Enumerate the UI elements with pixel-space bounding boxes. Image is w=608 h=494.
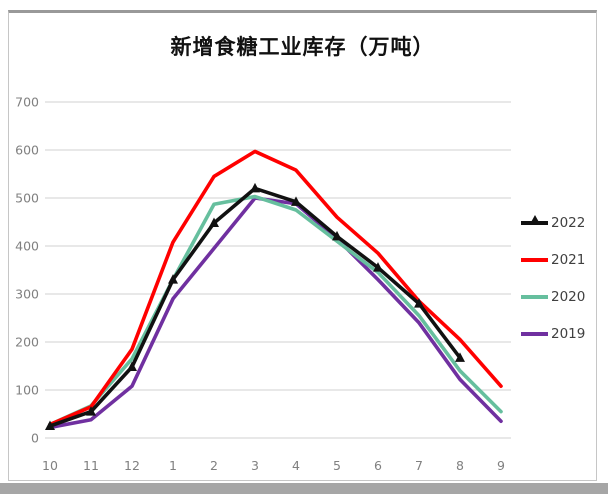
y-axis-tick-label: 600 [15,143,39,158]
x-axis-tick-label: 11 [83,458,99,473]
chart-frame: 新增食糖工业库存（万吨） 0 100 200 300 400 500 600 700 10 11 1… [8,10,597,481]
y-axis-tick-label: 100 [15,383,39,398]
legend-swatch-2020 [521,295,548,299]
marker-2022-month-8 [455,352,465,362]
x-axis-tick-label: 6 [374,458,382,473]
y-axis-tick-label: 400 [15,239,39,254]
x-axis-tick-label: 12 [124,458,140,473]
y-axis-tick-label: 0 [31,431,39,446]
marker-2022-month-12 [127,361,137,371]
marker-2022-month-5 [332,230,342,241]
series-line-2021 [48,149,503,427]
triangle-marker-icon [529,215,540,225]
series-line-2019 [48,196,503,430]
marker-2022-month-7 [414,298,424,308]
marker-2022-month-3 [250,182,260,193]
y-axis-tick-label: 500 [15,191,39,206]
marker-2022-month-11 [86,406,96,416]
x-axis-tick-label: 9 [497,458,505,473]
legend-label: 2021 [551,252,586,268]
y-axis-tick-label: 700 [15,95,39,110]
marker-2022-month-6 [373,262,383,272]
x-axis-tick-label: 1 [169,458,177,473]
marker-2022-month-10 [45,420,55,430]
y-axis-tick-label: 200 [15,335,39,350]
x-axis-tick-label: 5 [333,458,341,473]
x-axis-tick-label: 2 [210,458,218,473]
legend-swatch-2019 [521,332,548,336]
legend-item-2019: 2019 [521,324,585,344]
x-axis-tick-label: 8 [456,458,464,473]
legend-swatch-2022 [521,215,548,225]
chart-title: 新增食糖工业库存（万吨） [170,34,435,59]
legend-label: 2022 [551,215,586,231]
legend-item-2021: 2021 [521,250,585,270]
legend-label: 2019 [551,326,586,342]
legend-item-2022: 2022 [521,213,585,233]
x-axis-tick-label: 3 [251,458,259,473]
marker-2022-month-1 [168,274,178,284]
marker-2022-month-4 [291,196,301,206]
legend-swatch-2021 [521,258,548,262]
x-axis-tick-label: 7 [415,458,423,473]
y-axis-tick-label: 300 [15,287,39,302]
chart-legend: 2022 2021 2020 2019 [521,213,585,344]
x-axis-tick-label: 10 [42,458,58,473]
legend-item-2020: 2020 [521,287,585,307]
series-line-2020 [48,194,503,427]
marker-2022-month-2 [209,217,219,227]
window-edge-strip [0,483,608,494]
legend-label: 2020 [551,289,586,305]
x-axis-tick-label: 4 [292,458,300,473]
